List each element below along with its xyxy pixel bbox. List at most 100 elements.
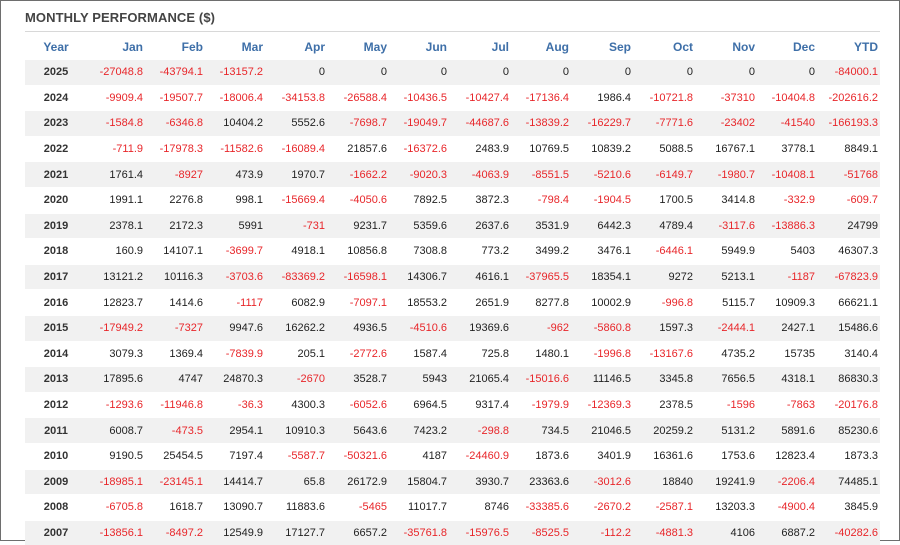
month-value-cell: 3531.9 <box>511 213 571 239</box>
month-value-cell: 1369.4 <box>145 341 205 367</box>
month-value-cell: 0 <box>265 60 327 86</box>
year-cell: 2018 <box>25 239 87 265</box>
month-value-cell: 9272 <box>633 264 695 290</box>
month-value-cell: 4747 <box>145 367 205 393</box>
month-value-cell: 10856.8 <box>327 239 389 265</box>
year-cell: 2023 <box>25 111 87 137</box>
column-header-apr: Apr <box>265 34 327 60</box>
month-value-cell: -41540 <box>757 111 817 137</box>
year-cell: 2025 <box>25 60 87 86</box>
month-value-cell: 4300.3 <box>265 392 327 418</box>
month-value-cell: 15804.7 <box>389 469 449 495</box>
month-value-cell: -19507.7 <box>145 85 205 111</box>
month-value-cell: -37965.5 <box>511 264 571 290</box>
month-value-cell: -13856.1 <box>87 520 145 545</box>
column-header-feb: Feb <box>145 34 205 60</box>
column-header-aug: Aug <box>511 34 571 60</box>
month-value-cell: -2206.4 <box>757 469 817 495</box>
month-value-cell: -8525.5 <box>511 520 571 545</box>
month-value-cell: 2172.3 <box>145 213 205 239</box>
month-value-cell: 734.5 <box>511 418 571 444</box>
month-value-cell: 5131.2 <box>695 418 757 444</box>
month-value-cell: -298.8 <box>449 418 511 444</box>
month-value-cell: -27048.8 <box>87 60 145 86</box>
year-cell: 2020 <box>25 187 87 213</box>
month-value-cell: 17895.6 <box>87 367 145 393</box>
month-value-cell: 16361.6 <box>633 443 695 469</box>
month-value-cell: -33385.6 <box>511 495 571 521</box>
month-value-cell: -23402 <box>695 111 757 137</box>
month-value-cell: 19241.9 <box>695 469 757 495</box>
month-value-cell: 18553.2 <box>389 290 449 316</box>
month-value-cell: 9947.6 <box>205 315 265 341</box>
month-value-cell: -473.5 <box>145 418 205 444</box>
month-value-cell: -43794.1 <box>145 60 205 86</box>
month-value-cell: -10436.5 <box>389 85 449 111</box>
month-value-cell: -7698.7 <box>327 111 389 137</box>
month-value-cell: 21857.6 <box>327 136 389 162</box>
month-value-cell: 2637.6 <box>449 213 511 239</box>
month-value-cell: 6082.9 <box>265 290 327 316</box>
month-value-cell: -7327 <box>145 315 205 341</box>
ytd-cell: -67823.9 <box>817 264 880 290</box>
month-value-cell: -2670.2 <box>571 495 633 521</box>
month-value-cell: -798.4 <box>511 187 571 213</box>
month-value-cell: -9909.4 <box>87 85 145 111</box>
month-value-cell: 12823.4 <box>757 443 817 469</box>
month-value-cell: 725.8 <box>449 341 511 367</box>
month-value-cell: 3345.8 <box>633 367 695 393</box>
month-value-cell: -2444.1 <box>695 315 757 341</box>
month-value-cell: 17127.7 <box>265 520 327 545</box>
month-value-cell: -16089.4 <box>265 136 327 162</box>
month-value-cell: -11946.8 <box>145 392 205 418</box>
column-header-dec: Dec <box>757 34 817 60</box>
month-value-cell: -1904.5 <box>571 187 633 213</box>
ytd-cell: 24799 <box>817 213 880 239</box>
month-value-cell: -1584.8 <box>87 111 145 137</box>
month-value-cell: -7771.6 <box>633 111 695 137</box>
ytd-cell: 15486.6 <box>817 315 880 341</box>
month-value-cell: 0 <box>511 60 571 86</box>
month-value-cell: -3012.6 <box>571 469 633 495</box>
month-value-cell: -112.2 <box>571 520 633 545</box>
month-value-cell: -36.3 <box>205 392 265 418</box>
month-value-cell: 5943 <box>389 367 449 393</box>
month-value-cell: 2651.9 <box>449 290 511 316</box>
month-value-cell: 3476.1 <box>571 239 633 265</box>
month-value-cell: -17949.2 <box>87 315 145 341</box>
month-value-cell: -10427.4 <box>449 85 511 111</box>
month-value-cell: 8277.8 <box>511 290 571 316</box>
month-value-cell: 10909.3 <box>757 290 817 316</box>
ytd-cell: 86830.3 <box>817 367 880 393</box>
month-value-cell: 18354.1 <box>571 264 633 290</box>
month-value-cell: -8551.5 <box>511 162 571 188</box>
month-value-cell: -16229.7 <box>571 111 633 137</box>
ytd-cell: -202616.2 <box>817 85 880 111</box>
month-value-cell: 11146.5 <box>571 367 633 393</box>
year-cell: 2015 <box>25 315 87 341</box>
month-value-cell: 4187 <box>389 443 449 469</box>
month-value-cell: 12549.9 <box>205 520 265 545</box>
year-cell: 2024 <box>25 85 87 111</box>
month-value-cell: -13167.6 <box>633 341 695 367</box>
month-value-cell: 3778.1 <box>757 136 817 162</box>
month-value-cell: 5213.1 <box>695 264 757 290</box>
month-value-cell: 65.8 <box>265 469 327 495</box>
month-value-cell: -1117 <box>205 290 265 316</box>
ytd-cell: -609.7 <box>817 187 880 213</box>
month-value-cell: 16767.1 <box>695 136 757 162</box>
month-value-cell: 2427.1 <box>757 315 817 341</box>
table-row: 2024-9909.4-19507.7-18006.4-34153.8-2658… <box>25 85 880 111</box>
month-value-cell: 7892.5 <box>389 187 449 213</box>
month-value-cell: -7839.9 <box>205 341 265 367</box>
column-header-mar: Mar <box>205 34 265 60</box>
month-value-cell: 4318.1 <box>757 367 817 393</box>
month-value-cell: -5587.7 <box>265 443 327 469</box>
